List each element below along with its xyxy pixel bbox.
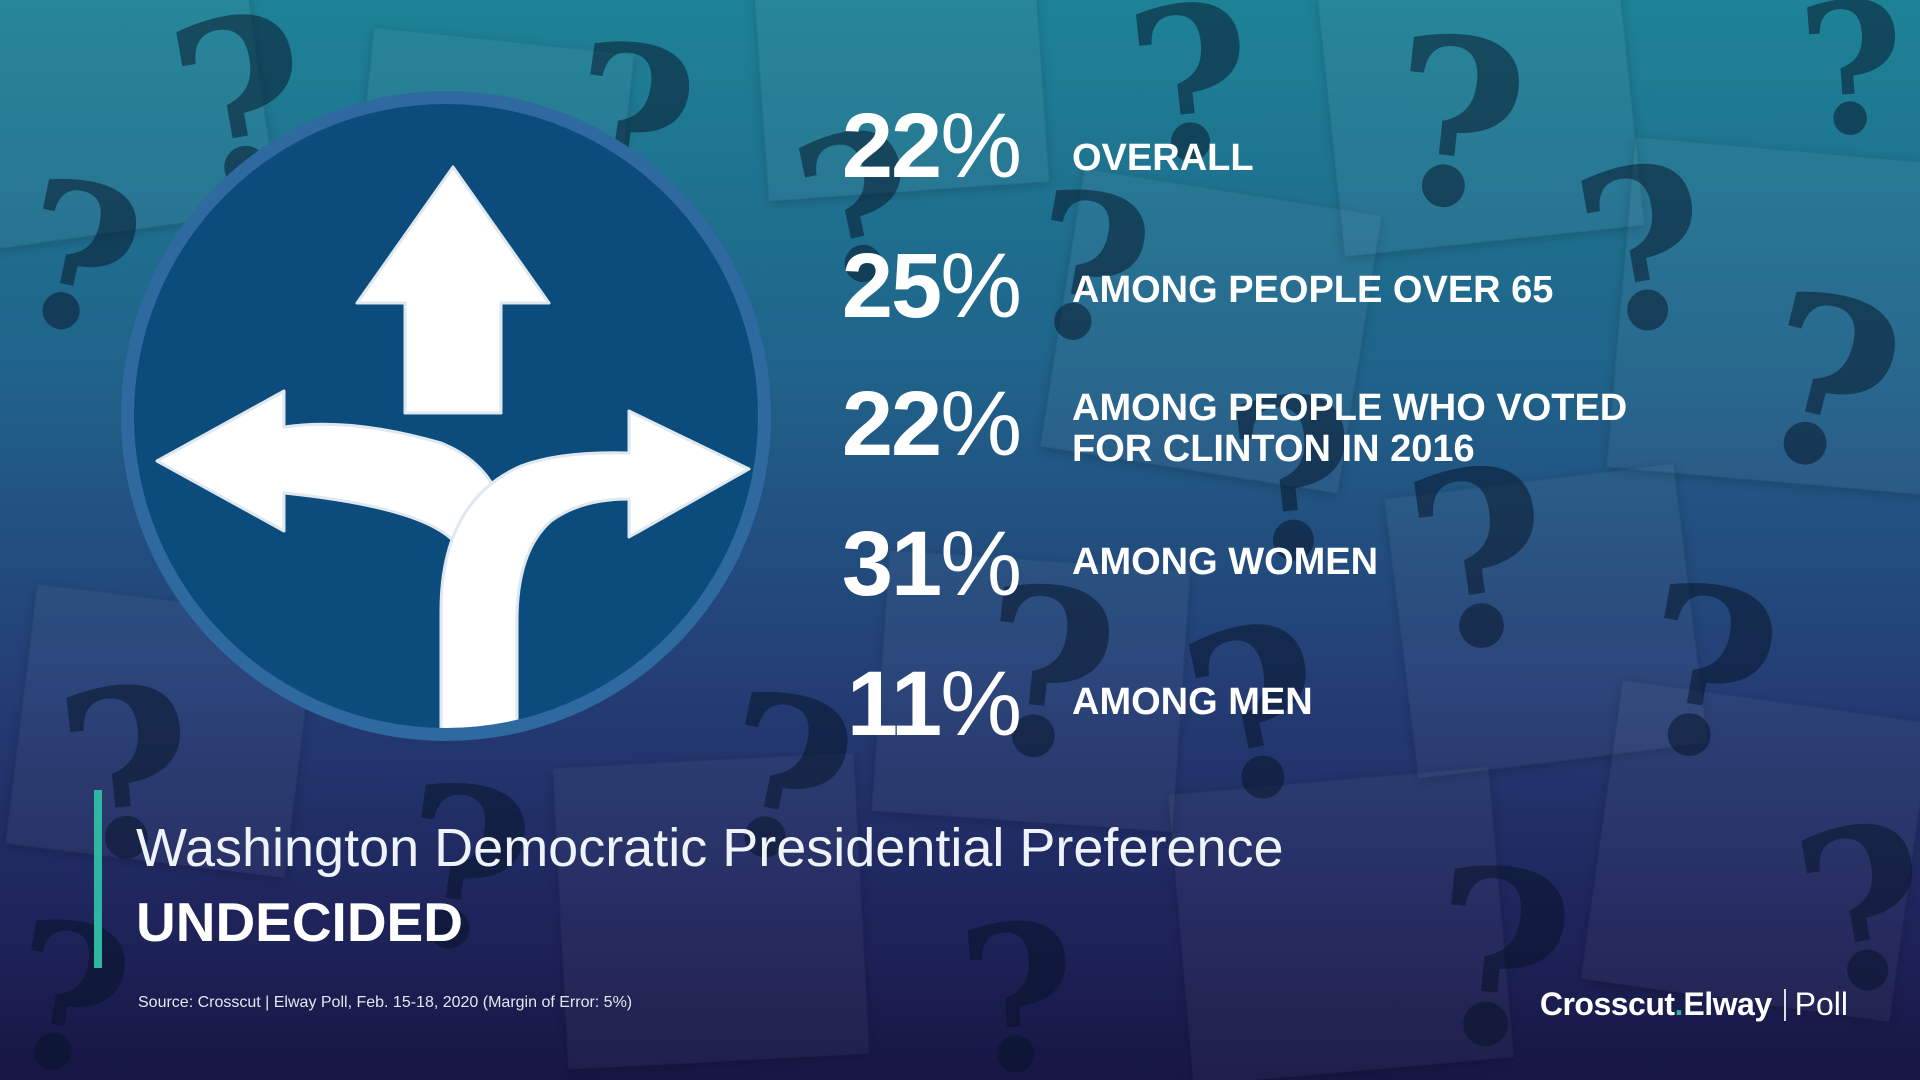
stat-value: 22 xyxy=(841,373,942,475)
page-subtitle: UNDECIDED xyxy=(136,891,463,953)
stat-percentage: 31% xyxy=(842,518,1022,610)
percent-symbol: % xyxy=(940,513,1022,615)
stat-label: AMONG MEN xyxy=(1072,681,1313,723)
percent-symbol: % xyxy=(940,373,1022,475)
stat-value: 22 xyxy=(841,95,942,197)
brand-part-poll: Poll xyxy=(1794,986,1848,1022)
brand-part-crosscut: Crosscut xyxy=(1539,986,1675,1022)
stat-row: 11% AMONG MEN xyxy=(780,658,1780,768)
stat-percentage: 25% xyxy=(842,240,1022,332)
brand-separator xyxy=(1783,988,1786,1021)
brand-dot: . xyxy=(1674,986,1684,1022)
percent-symbol: % xyxy=(940,235,1022,337)
stat-row: 31% AMONG WOMEN xyxy=(780,518,1780,628)
percent-symbol: % xyxy=(940,653,1022,755)
stat-label: AMONG PEOPLE OVER 65 xyxy=(1072,269,1554,311)
page-title: Washington Democratic Presidential Prefe… xyxy=(136,818,1284,878)
brand-part-elway: Elway xyxy=(1683,986,1772,1022)
stat-label: OVERALL xyxy=(1072,137,1254,179)
percent-symbol: % xyxy=(940,95,1022,197)
three-way-arrows-icon xyxy=(121,91,771,741)
title-accent-bar xyxy=(94,790,102,968)
stat-percentage: 22% xyxy=(842,100,1022,192)
stat-row: 22% OVERALL xyxy=(780,100,1780,210)
stat-label: AMONG PEOPLE WHO VOTED FOR CLINTON IN 20… xyxy=(1072,387,1628,470)
stat-row: 22% AMONG PEOPLE WHO VOTED FOR CLINTON I… xyxy=(780,378,1780,488)
stat-row: 25% AMONG PEOPLE OVER 65 xyxy=(780,240,1780,350)
stat-label: AMONG WOMEN xyxy=(1072,541,1379,583)
source-note: Source: Crosscut | Elway Poll, Feb. 15-1… xyxy=(138,994,633,1011)
stat-value: 25 xyxy=(841,235,942,337)
stat-percentage: 11% xyxy=(847,658,1022,750)
stat-value: 11 xyxy=(846,653,942,755)
brand-logo: Crosscut. Elway Poll xyxy=(1540,986,1848,1023)
stat-percentage: 22% xyxy=(842,378,1022,470)
stat-value: 31 xyxy=(841,513,942,615)
